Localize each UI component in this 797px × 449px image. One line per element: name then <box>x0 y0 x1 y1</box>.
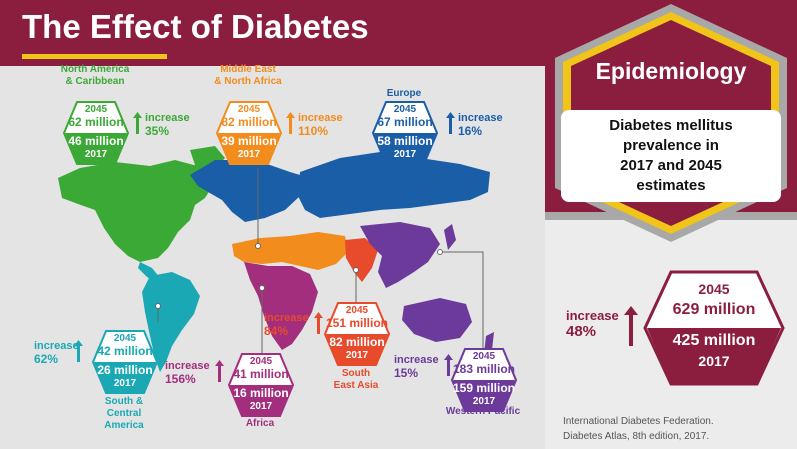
africa-hexagon <box>228 353 294 417</box>
north-america-shape <box>58 160 215 262</box>
russia-shape <box>298 152 490 218</box>
region-year-2045: 2045 <box>472 351 496 362</box>
global-up-arrow-icon <box>624 306 638 346</box>
region-name: Middle East & North Africa <box>214 64 282 87</box>
connector-lines <box>157 168 484 353</box>
region-increase: increase 35% <box>145 112 190 138</box>
region-increase: increase 84% <box>264 312 309 338</box>
region-year-2045: 2045 <box>84 104 108 115</box>
region-value-2045: 82 million <box>221 115 277 129</box>
region-year-2017: 2017 <box>113 378 137 389</box>
region-increase: increase 156% <box>165 360 210 386</box>
global-hexagon <box>643 270 785 386</box>
up-arrow-icon <box>314 312 323 334</box>
region-value-2017: 26 million <box>97 363 153 377</box>
region-value-2045: 67 million <box>377 115 433 129</box>
region-value-2045: 183 million <box>452 362 516 376</box>
region-name: South & Central America <box>104 396 144 431</box>
mena-hexagon <box>216 101 282 165</box>
global-value-2017: 425 million <box>672 332 756 349</box>
region-increase: increase 62% <box>34 340 79 366</box>
region-year-2017: 2017 <box>345 350 369 361</box>
region-year-2017: 2017 <box>393 149 417 160</box>
south-east-asia-shape <box>345 238 378 282</box>
region-year-2017: 2017 <box>249 401 273 412</box>
region-increase: increase 110% <box>298 112 343 138</box>
region-year-2045: 2045 <box>249 356 273 367</box>
region-year-2045: 2045 <box>237 104 261 115</box>
global-year-2045: 2045 <box>698 281 730 297</box>
region-increase: increase 15% <box>394 354 439 380</box>
title-underline <box>22 54 167 59</box>
region-value-2045: 41 million <box>233 367 289 381</box>
page-title: The Effect of Diabetes <box>22 8 369 45</box>
world-map <box>58 146 494 372</box>
region-value-2045: 42 million <box>97 344 153 358</box>
japan-shape <box>444 224 456 250</box>
region-value-2017: 82 million <box>329 335 385 349</box>
source-citation: International Diabetes Federation. Diabe… <box>563 416 714 442</box>
region-value-2017: 46 million <box>68 134 124 148</box>
region-year-2017: 2017 <box>84 149 108 160</box>
western-pacific-hexagon <box>451 348 517 412</box>
region-value-2045: 62 million <box>68 115 124 129</box>
region-name: Africa <box>245 418 275 429</box>
epidemiology-hexagon <box>555 4 787 242</box>
up-arrow-icon <box>446 112 455 134</box>
region-name: Western Pacific <box>445 406 521 417</box>
south-america-shape <box>142 272 200 372</box>
global-increase: increase 48% <box>566 308 619 340</box>
up-arrow-icon <box>215 360 224 382</box>
region-year-2017: 2017 <box>237 149 261 160</box>
epidemiology-subtitle: Diabetes mellitus prevalence in 2017 and… <box>609 117 733 194</box>
epidemiology-heading: Epidemiology <box>595 58 747 84</box>
europe-shape <box>190 160 310 222</box>
region-name: North America & Caribbean <box>60 64 130 87</box>
region-value-2017: 39 million <box>221 134 277 148</box>
region-value-2045: 151 million <box>325 316 389 330</box>
australia-shape <box>402 298 472 342</box>
region-year-2045: 2045 <box>345 305 369 316</box>
region-name: South East Asia <box>333 368 379 391</box>
up-arrow-icon <box>444 354 453 376</box>
region-increase: increase 16% <box>458 112 503 138</box>
up-arrow-icon <box>74 340 83 362</box>
south-america-hexagon <box>92 330 158 394</box>
region-year-2045: 2045 <box>393 104 417 115</box>
region-value-2017: 58 million <box>377 134 433 148</box>
mena-shape <box>232 232 348 270</box>
region-year-2017: 2017 <box>472 396 496 407</box>
up-arrow-icon <box>286 112 295 134</box>
western-pacific-shape <box>360 222 440 288</box>
region-value-2017: 16 million <box>233 386 289 400</box>
global-value-2045: 629 million <box>672 301 756 318</box>
up-arrow-icon <box>133 112 142 134</box>
global-year-2017: 2017 <box>698 353 730 369</box>
europe-hexagon <box>372 101 438 165</box>
africa-shape <box>244 262 318 350</box>
north-america-hexagon <box>63 101 129 165</box>
region-year-2045: 2045 <box>113 333 137 344</box>
region-value-2017: 159 million <box>452 381 516 395</box>
connector-dots <box>155 243 443 309</box>
sea-hexagon <box>324 302 390 366</box>
region-name: Europe <box>386 88 422 99</box>
